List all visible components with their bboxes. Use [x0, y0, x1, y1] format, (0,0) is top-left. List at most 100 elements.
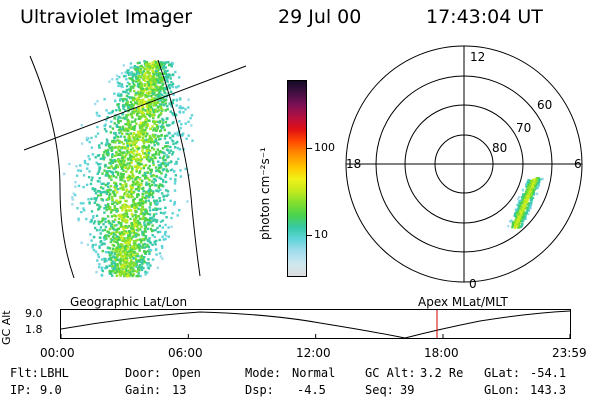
aurora-pixel	[143, 139, 146, 142]
aurora-pixel	[138, 170, 142, 173]
aurora-pixel	[124, 127, 128, 130]
aurora-pixel	[153, 80, 156, 83]
aurora-pixel	[168, 123, 171, 127]
aurora-pixel	[164, 109, 167, 112]
aurora-pixel	[139, 212, 142, 216]
aurora-pixel	[142, 78, 145, 81]
aurora-pixel	[526, 195, 529, 198]
aurora-pixel	[143, 227, 147, 230]
aurora-pixel	[528, 190, 532, 193]
aurora-pixel	[63, 172, 66, 176]
aurora-pixel	[116, 173, 120, 176]
aurora-pixel	[113, 132, 116, 135]
aurora-pixel	[138, 269, 141, 272]
aurora-pixel	[165, 124, 169, 127]
aurora-pixel	[520, 198, 523, 201]
aurora-pixel	[108, 207, 111, 210]
aurora-pixel	[517, 204, 520, 207]
aurora-pixel	[130, 188, 133, 191]
aurora-pixel	[131, 135, 134, 138]
dsp-label: Dsp:	[245, 383, 274, 397]
aurora-pixel	[533, 182, 536, 185]
aurora-pixel	[167, 226, 170, 229]
aurora-pixel	[155, 189, 158, 192]
aurora-pixel	[144, 152, 147, 155]
aurora-pixel	[92, 216, 95, 219]
aurora-pixel	[138, 171, 141, 175]
aurora-pixel	[74, 181, 77, 184]
aurora-pixel	[139, 274, 142, 278]
colorbar-unit-label: photon cm⁻²s⁻¹	[258, 147, 272, 240]
aurora-pixel	[139, 81, 142, 84]
glat-label: GLat:	[484, 366, 521, 380]
aurora-pixel	[129, 162, 132, 165]
aurora-pixel	[163, 91, 166, 94]
aurora-pixel	[144, 95, 147, 99]
aurora-pixel	[102, 187, 105, 190]
mode-value: Normal	[292, 366, 336, 380]
aurora-pixel	[117, 160, 120, 163]
aurora-pixel	[140, 265, 144, 268]
aurora-pixel	[155, 120, 158, 123]
aurora-pixel	[137, 138, 140, 142]
aurora-pixel	[146, 140, 150, 144]
aurora-pixel	[147, 144, 151, 147]
aurora-pixel	[137, 158, 140, 162]
aurora-pixel	[109, 125, 112, 128]
aurora-pixel	[170, 225, 173, 228]
aurora-pixel	[102, 153, 105, 157]
aurora-pixel	[109, 211, 113, 214]
aurora-pixel	[143, 67, 147, 71]
aurora-pixel	[140, 130, 144, 134]
aurora-pixel	[113, 262, 116, 265]
aurora-pixel	[518, 195, 521, 198]
aurora-pixel	[135, 215, 138, 218]
aurora-pixel	[149, 158, 152, 161]
aurora-pixel	[524, 192, 527, 196]
aurora-pixel	[124, 123, 127, 126]
aurora-pixel	[93, 102, 97, 106]
aurora-pixel	[105, 174, 109, 177]
aurora-pixel	[155, 73, 158, 76]
aurora-pixel	[160, 93, 164, 97]
aurora-pixel	[153, 235, 156, 239]
aurora-pixel	[128, 177, 131, 181]
ip-label: IP:	[10, 383, 32, 397]
aurora-pixel	[110, 269, 114, 273]
aurora-pixel	[99, 240, 103, 243]
aurora-pixel	[120, 72, 124, 75]
aurora-pixel	[147, 199, 150, 202]
aurora-pixel	[125, 204, 128, 207]
aurora-pixel	[127, 92, 130, 95]
aurora-pixel	[170, 64, 173, 68]
aurora-pixel	[114, 188, 117, 192]
aurora-pixel	[114, 99, 117, 103]
aurora-pixel	[137, 228, 140, 231]
aurora-pixel	[148, 168, 152, 171]
aurora-pixel	[107, 145, 111, 148]
aurora-pixel	[137, 185, 140, 189]
aurora-pixel	[137, 134, 140, 137]
aurora-pixel	[164, 66, 167, 69]
aurora-pixel	[129, 262, 132, 265]
aurora-pixel	[138, 100, 141, 103]
aurora-pixel	[533, 185, 536, 188]
aurora-pixel	[80, 124, 83, 127]
aurora-pixel	[147, 267, 151, 270]
aurora-pixel	[170, 216, 173, 220]
aurora-pixel	[159, 207, 162, 211]
aurora-pixel	[154, 110, 157, 113]
aurora-pixel	[151, 195, 155, 199]
aurora-pixel	[139, 76, 142, 79]
aurora-pixel	[135, 221, 138, 224]
aurora-pixel	[152, 75, 156, 78]
aurora-pixel	[119, 182, 122, 186]
aurora-pixel	[132, 175, 135, 178]
aurora-pixel	[141, 246, 144, 249]
aurora-pixel	[99, 232, 102, 235]
aurora-pixel	[121, 209, 124, 212]
aurora-pixel	[100, 182, 103, 186]
aurora-pixel	[131, 147, 135, 150]
aurora-pixel	[104, 220, 107, 224]
aurora-pixel	[164, 230, 167, 234]
